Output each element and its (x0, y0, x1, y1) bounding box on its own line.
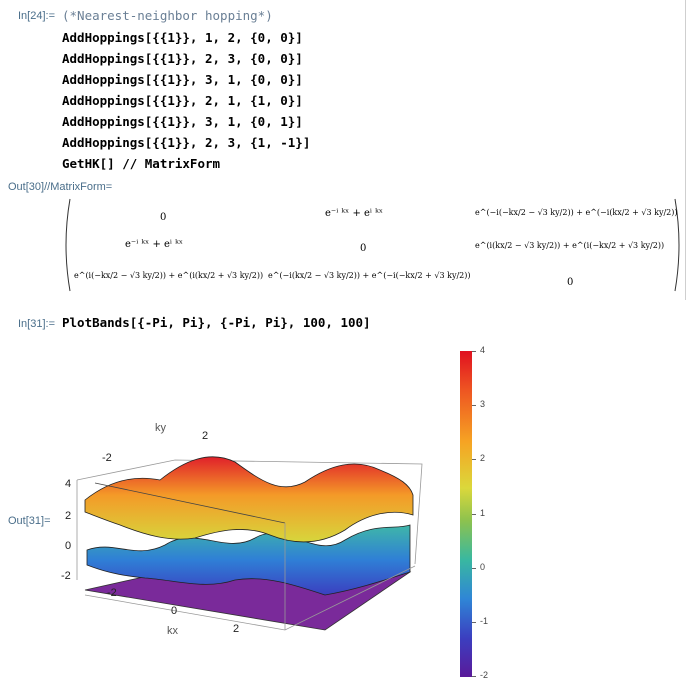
colorbar-tick: 2 (480, 453, 486, 463)
code-line[interactable]: GetHK[] // MatrixForm (62, 156, 221, 171)
kx-tick: 2 (233, 623, 240, 635)
matrix-cell: e⁻ⁱ ᵏˣ + eⁱ ᵏˣ (325, 208, 384, 219)
matrix-cell: e^(−i(kx/2 − √3 ky/2)) + e^(−i(−kx/2 + √… (268, 271, 471, 280)
ky-tick: -2 (102, 452, 112, 464)
cell-bracket (685, 0, 686, 300)
output-label-31: Out[31]= (8, 515, 51, 527)
matrix-brackets (65, 198, 680, 292)
colorbar-tick: -2 (480, 670, 489, 680)
matrix-cell: 0 (360, 243, 367, 254)
matrix-cell: 0 (567, 277, 574, 288)
matrix-cell: e^(−i(−kx/2 − √3 ky/2)) + e^(−i(kx/2 + √… (475, 208, 678, 217)
code-line[interactable]: AddHoppings[{{1}}, 2, 3, {1, -1}] (62, 135, 311, 150)
output-label-30: Out[30]//MatrixForm= (8, 181, 113, 193)
code-line[interactable]: AddHoppings[{{1}}, 3, 1, {0, 0}] (62, 72, 303, 87)
ky-axis-label: ky (155, 422, 166, 434)
colorbar-tick: -1 (480, 616, 489, 626)
input-label-24: In[24]:= (18, 10, 56, 22)
z-tick: 2 (65, 510, 72, 522)
kx-tick: -2 (107, 587, 117, 599)
colorbar-tick: 4 (480, 345, 486, 355)
colorbar-tick: 1 (480, 508, 486, 518)
z-tick: 4 (65, 478, 72, 490)
code-line[interactable]: AddHoppings[{{1}}, 2, 3, {0, 0}] (62, 51, 303, 66)
matrix-cell: e⁻ⁱ ᵏˣ + eⁱ ᵏˣ (125, 239, 184, 250)
colorbar-tick: 3 (480, 399, 486, 409)
z-tick: 0 (65, 540, 72, 552)
colorbar-tick: 0 (480, 562, 486, 572)
band-structure-plot[interactable]: ky -2 2 kx -2 0 2 4 2 0 -2 (55, 340, 435, 665)
ky-tick: 2 (202, 430, 209, 442)
matrix-cell: 0 (160, 212, 167, 223)
code-line[interactable]: AddHoppings[{{1}}, 3, 1, {0, 1}] (62, 114, 303, 129)
matrix-cell: e^(i(−kx/2 − √3 ky/2)) + e^(i(kx/2 + √3 … (74, 271, 264, 280)
hamiltonian-matrix: 0 e⁻ⁱ ᵏˣ + eⁱ ᵏˣ e^(−i(−kx/2 − √3 ky/2))… (60, 195, 685, 295)
comment-line[interactable]: (*Nearest-neighbor hopping*) (62, 8, 273, 23)
matrix-cell: e^(i(kx/2 − √3 ky/2)) + e^(i(−kx/2 + √3 … (475, 241, 665, 250)
kx-axis-label: kx (167, 625, 178, 637)
code-line[interactable]: PlotBands[{-Pi, Pi}, {-Pi, Pi}, 100, 100… (62, 315, 371, 330)
kx-tick: 0 (171, 605, 178, 617)
input-label-31: In[31]:= (18, 318, 56, 330)
colorbar (460, 351, 472, 677)
code-line[interactable]: AddHoppings[{{1}}, 1, 2, {0, 0}] (62, 30, 303, 45)
z-tick: -2 (61, 570, 71, 582)
top-band (84, 456, 414, 543)
code-line[interactable]: AddHoppings[{{1}}, 2, 1, {1, 0}] (62, 93, 303, 108)
band-plot-svg (76, 456, 423, 631)
